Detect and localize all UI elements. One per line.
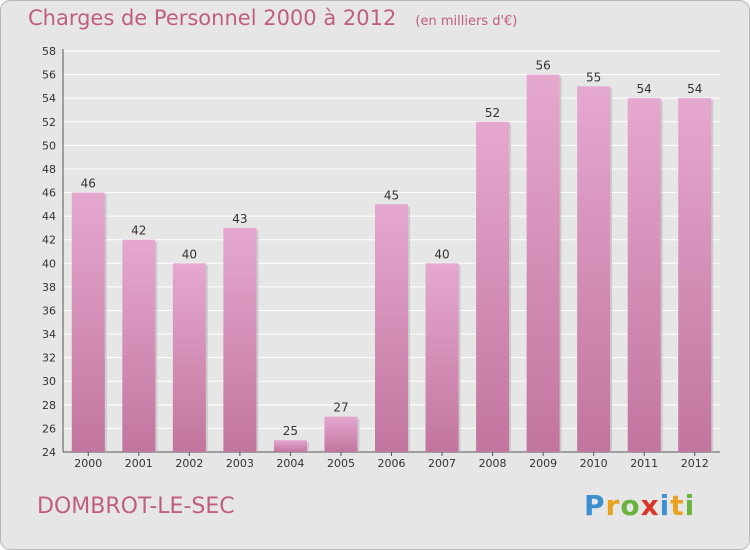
brand-letter: t [670,489,685,522]
bar [627,98,661,453]
bar [577,86,611,452]
brand-letter: o [620,489,641,522]
bar [375,204,408,452]
x-tick-label: 2002 [175,457,203,470]
bar-value-label: 43 [232,212,247,226]
bar-value-label: 54 [637,82,652,96]
y-tick-label: 56 [42,69,56,82]
y-tick-label: 30 [42,375,56,388]
bar [71,192,105,452]
brand-letter: r [605,489,621,522]
y-tick-label: 54 [42,92,56,105]
bar [172,263,206,452]
y-tick-label: 38 [42,281,56,294]
bar [273,440,307,452]
bar-value-label: 56 [535,59,550,73]
y-tick-label: 28 [42,399,56,412]
bar [678,98,712,453]
bar-value-label: 55 [586,70,601,84]
chart-subtitle: (en milliers d'€) [415,14,518,29]
place-name: DOMBROT-LE-SEC [37,494,235,519]
brand-letter: i [684,489,696,522]
y-tick-label: 50 [42,139,56,152]
y-tick-label: 44 [42,210,56,223]
x-tick-label: 2000 [74,457,102,470]
x-tick-label: 2011 [630,457,658,470]
x-tick-label: 2004 [276,457,304,470]
bar-value-label: 46 [81,177,96,191]
bar-value-label: 54 [687,82,702,96]
bar-value-label: 45 [384,188,399,202]
y-tick-label: 26 [42,422,56,435]
chart-header: Charges de Personnel 2000 à 2012 (en mil… [28,6,517,30]
bar-value-label: 25 [283,424,298,438]
y-tick-label: 36 [42,304,56,317]
x-tick-label: 2001 [125,457,153,470]
bar-value-label: 27 [333,401,348,415]
bar [526,74,560,453]
bar [223,227,257,452]
x-tick-label: 2005 [327,457,355,470]
y-tick-label: 42 [42,234,56,247]
bar-value-label: 42 [131,224,146,238]
bar [476,121,510,452]
x-tick-label: 2009 [529,457,557,470]
y-tick-label: 46 [42,187,56,200]
y-tick-label: 58 [42,45,56,58]
brand-letter: i [659,489,671,522]
y-tick-label: 40 [42,257,56,270]
bar [425,263,459,452]
bar-value-label: 40 [434,247,449,261]
brand-logo: Proxiti [584,489,695,522]
y-tick-label: 48 [42,163,56,176]
y-tick-label: 52 [42,116,56,129]
bar-value-label: 52 [485,106,500,120]
x-tick-label: 2007 [428,457,456,470]
brand-letter: x [640,489,660,522]
bar [122,239,156,452]
bar-value-label: 40 [182,247,197,261]
brand-letter: P [584,489,606,522]
y-tick-label: 32 [42,352,56,365]
x-tick-label: 2008 [479,457,507,470]
bar [324,416,358,452]
y-tick-label: 24 [42,446,56,459]
chart-title: Charges de Personnel 2000 à 2012 [28,6,397,30]
x-tick-label: 2010 [580,457,608,470]
x-tick-label: 2006 [378,457,406,470]
y-tick-label: 34 [42,328,56,341]
x-tick-label: 2012 [681,457,709,470]
x-tick-label: 2003 [226,457,254,470]
